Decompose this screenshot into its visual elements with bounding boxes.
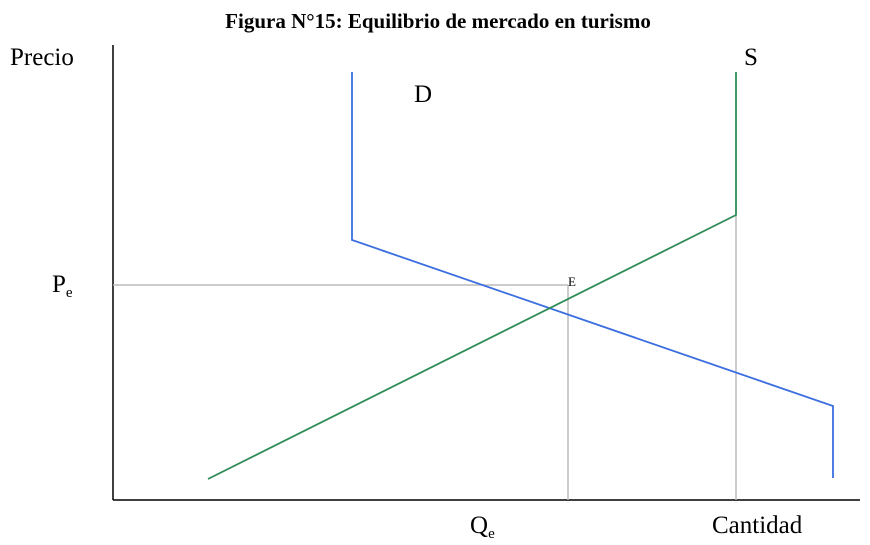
title: Figura N°15: Equilibrio de mercado en tu… — [225, 9, 651, 33]
supply-label: S — [744, 44, 758, 71]
x-axis-label: Cantidad — [712, 512, 803, 539]
quantity-label: Qe — [470, 512, 495, 542]
demand-curve — [351, 72, 834, 478]
price-label: Pe — [52, 271, 73, 301]
supply-curve — [207, 72, 737, 480]
demand-label: D — [414, 81, 432, 108]
y-axis-label: Precio — [10, 44, 74, 71]
equilibrium-label: E — [568, 274, 576, 289]
